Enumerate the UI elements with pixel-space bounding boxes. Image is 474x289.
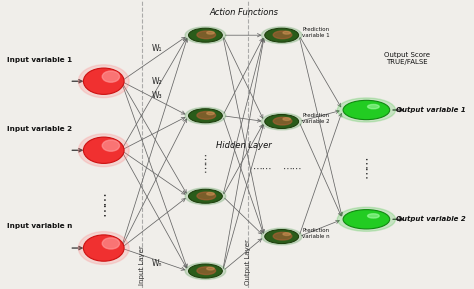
Text: Prediction
variable n: Prediction variable n (302, 228, 330, 239)
Ellipse shape (273, 117, 292, 125)
Ellipse shape (283, 118, 291, 121)
Ellipse shape (185, 263, 226, 279)
Ellipse shape (185, 107, 226, 124)
Ellipse shape (189, 28, 222, 42)
Text: ⋯: ⋯ (201, 160, 210, 172)
Ellipse shape (207, 31, 214, 34)
Ellipse shape (337, 98, 395, 122)
Text: Input variable n: Input variable n (7, 223, 72, 229)
Ellipse shape (265, 28, 299, 42)
Ellipse shape (197, 112, 216, 119)
Text: W₃: W₃ (151, 91, 162, 100)
Ellipse shape (207, 267, 214, 270)
Ellipse shape (78, 134, 129, 167)
Ellipse shape (273, 31, 292, 39)
Text: ⋯: ⋯ (360, 155, 373, 168)
Text: ⋯: ⋯ (97, 202, 111, 216)
Text: ⋯⋯: ⋯⋯ (253, 164, 273, 174)
Ellipse shape (283, 233, 291, 236)
Ellipse shape (367, 104, 379, 109)
Ellipse shape (102, 238, 119, 249)
Ellipse shape (197, 267, 216, 275)
Text: Prediction
variable 2: Prediction variable 2 (302, 113, 330, 124)
Ellipse shape (265, 229, 299, 244)
Ellipse shape (83, 235, 124, 261)
Text: ⋯: ⋯ (97, 191, 111, 205)
Ellipse shape (197, 192, 216, 200)
Ellipse shape (273, 232, 292, 240)
Ellipse shape (261, 113, 302, 130)
Text: ⋯⋯: ⋯⋯ (283, 164, 302, 174)
Text: Action Functions: Action Functions (209, 8, 278, 17)
Ellipse shape (83, 137, 124, 163)
Ellipse shape (337, 207, 395, 231)
Ellipse shape (261, 27, 302, 44)
Text: Output variable 1: Output variable 1 (396, 107, 466, 113)
Text: Input Layer: Input Layer (139, 246, 145, 286)
Ellipse shape (78, 231, 129, 264)
Ellipse shape (83, 68, 124, 95)
Text: Prediction
variable 1: Prediction variable 1 (302, 27, 330, 38)
Ellipse shape (189, 109, 222, 123)
Ellipse shape (265, 114, 299, 129)
Ellipse shape (185, 27, 226, 44)
Ellipse shape (189, 264, 222, 278)
Ellipse shape (102, 71, 119, 82)
Text: ⋯: ⋯ (201, 152, 210, 163)
Ellipse shape (343, 100, 390, 120)
Text: Input variable 2: Input variable 2 (7, 125, 72, 131)
Ellipse shape (189, 189, 222, 203)
Text: Output variable 2: Output variable 2 (396, 216, 466, 222)
Ellipse shape (343, 210, 390, 229)
Ellipse shape (197, 31, 216, 39)
Text: Output Score
TRUE/FALSE: Output Score TRUE/FALSE (383, 53, 429, 66)
Text: ⋯: ⋯ (360, 166, 373, 178)
Ellipse shape (207, 192, 214, 195)
Ellipse shape (78, 65, 129, 98)
Ellipse shape (185, 188, 226, 205)
Text: W₁: W₁ (152, 44, 162, 53)
Text: W₂: W₂ (151, 77, 162, 86)
Text: Hidden Layer: Hidden Layer (216, 141, 272, 151)
Text: Input variable 1: Input variable 1 (7, 57, 72, 62)
Ellipse shape (207, 112, 214, 115)
Ellipse shape (261, 228, 302, 245)
Text: Wₙ: Wₙ (152, 259, 162, 268)
Ellipse shape (283, 31, 291, 34)
Text: Output Layer: Output Layer (245, 240, 251, 286)
Ellipse shape (367, 214, 379, 218)
Ellipse shape (102, 140, 119, 151)
